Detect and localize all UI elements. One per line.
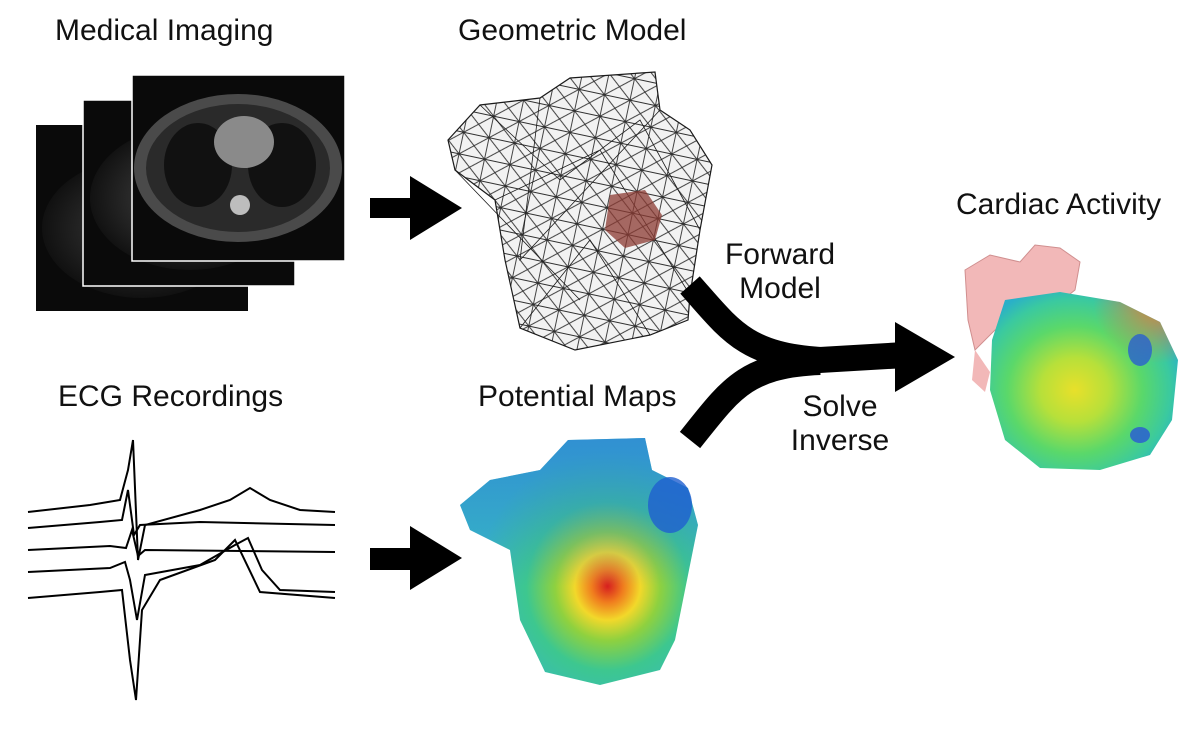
ecg-recordings-label: ECG Recordings	[58, 380, 284, 413]
heart-in-mesh	[605, 190, 662, 248]
solve-inverse-line1: Solve	[802, 390, 878, 423]
ct-stack-icon	[36, 74, 346, 311]
medical-imaging-label: Medical Imaging	[55, 14, 274, 47]
forward-model-label: Forward Model	[715, 238, 845, 306]
torso-potential-icon	[460, 438, 698, 685]
solve-inverse-line2: Inverse	[790, 424, 890, 457]
forward-model-line2: Model	[739, 272, 821, 305]
potential-maps-label: Potential Maps	[478, 380, 677, 413]
merge-arrow-icon	[679, 276, 955, 449]
cardiac-activity-label: Cardiac Activity	[956, 188, 1162, 221]
top-arrow-icon	[370, 176, 462, 240]
torso-mesh-icon	[447, 71, 713, 351]
ecg-traces-icon	[27, 439, 336, 701]
forward-model-line1: Forward	[724, 238, 836, 271]
geometric-model-label: Geometric Model	[458, 14, 687, 47]
heart-activity-icon	[964, 244, 1178, 470]
solve-inverse-label: Solve Inverse	[780, 390, 900, 458]
bottom-arrow-icon	[370, 526, 462, 590]
